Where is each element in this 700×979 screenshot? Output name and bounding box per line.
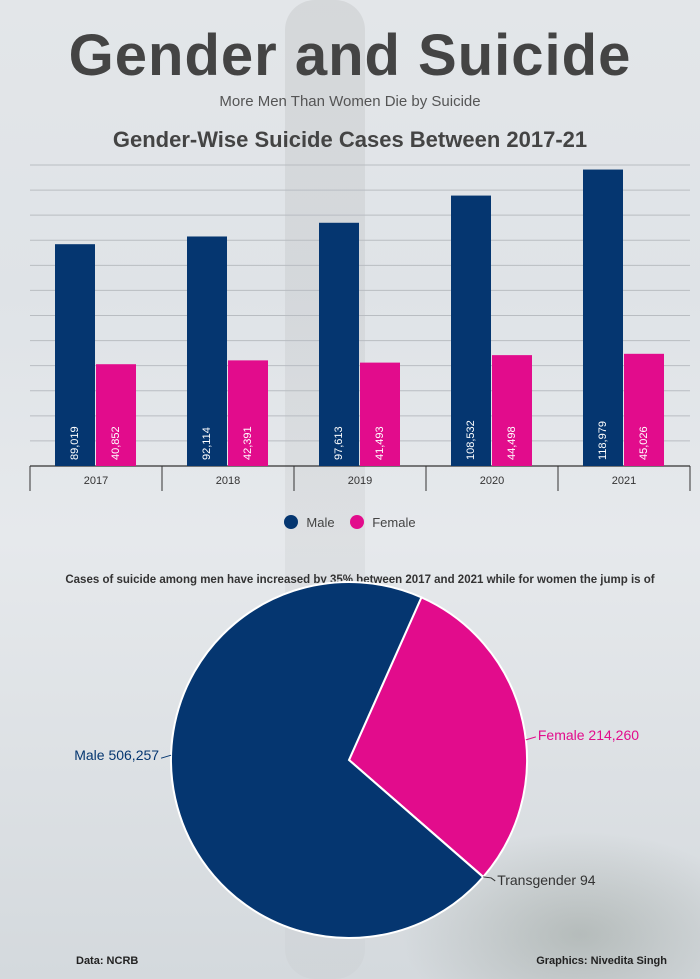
legend-item-male: Male — [284, 515, 335, 530]
bar-female-2020 — [492, 355, 532, 466]
pie-leader-male — [160, 754, 172, 759]
bar-value-label: 89,019 — [69, 426, 81, 460]
bar-value-label: 42,391 — [242, 426, 254, 460]
bar-value-label: 40,852 — [110, 426, 122, 460]
pie-slice-male — [170, 581, 485, 939]
x-tick-label: 2017 — [84, 475, 108, 487]
page-title: Gender and Suicide — [68, 23, 632, 88]
bar-value-label: 45,026 — [638, 426, 650, 460]
pie-leader-female — [525, 736, 537, 741]
x-tick-label: 2020 — [480, 475, 504, 487]
bar-female-2017 — [96, 364, 136, 466]
x-tick-label: 2019 — [348, 475, 372, 487]
page-subtitle: More Men Than Women Die by Suicide — [219, 93, 481, 110]
bar-value-label: 92,114 — [201, 427, 213, 460]
pie-label-transgender: Transgender 94 — [497, 872, 596, 888]
bar-value-label: 41,493 — [374, 426, 386, 460]
legend-swatch-female — [350, 515, 365, 529]
bar-value-label: 118,979 — [597, 421, 609, 460]
pie-leader-transgender — [483, 876, 496, 882]
bar-female-2021 — [624, 353, 664, 466]
bar-male-2020 — [451, 195, 491, 466]
bar-chart: 89,019 40,852 2017 92,114 42,391 2018 97,613 41… — [29, 164, 691, 491]
x-tick-label: 2021 — [612, 475, 636, 487]
data-source: Data: NCRB — [76, 955, 139, 967]
pie-chart: Female 214,260 Transgender 94 Male 506,257 — [74, 581, 639, 939]
graphics-credit: Graphics: Nivedita Singh — [536, 955, 667, 967]
legend-item-female: Female — [350, 515, 416, 530]
bar-male-2018 — [187, 236, 227, 466]
legend-swatch-male — [284, 515, 299, 529]
bar-value-label: 44,498 — [506, 426, 518, 460]
x-tick-label: 2018 — [216, 475, 240, 487]
bar-value-label: 108,532 — [465, 420, 477, 460]
legend: Male Female — [0, 515, 700, 530]
bar-value-label: 97,613 — [333, 426, 345, 460]
pie-label-female: Female 214,260 — [538, 727, 639, 743]
bar-male-2017 — [55, 244, 95, 466]
pie-slice-female — [347, 596, 528, 879]
legend-label-female: Female — [372, 515, 416, 530]
bar-male-2019 — [319, 222, 359, 466]
bar-female-2019 — [360, 362, 400, 466]
pie-label-male: Male 506,257 — [74, 747, 159, 763]
bar-male-2021 — [583, 169, 623, 466]
bar-female-2018 — [228, 360, 268, 466]
bar-chart-title: Gender-Wise Suicide Cases Between 2017-2… — [112, 127, 588, 152]
legend-label-male: Male — [306, 515, 335, 530]
